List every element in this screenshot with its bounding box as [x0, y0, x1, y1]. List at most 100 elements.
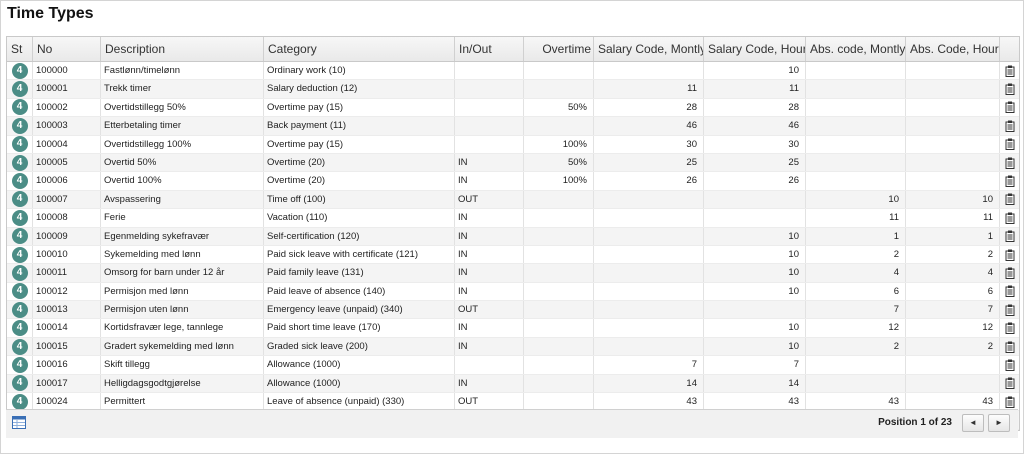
table-row[interactable]: 4 100006 Overtid 100% Overtime (20) IN 100% 26…	[7, 172, 1019, 191]
row-action-cell	[1000, 338, 1019, 355]
table-row[interactable]: 4 100001 Trekk timer Salary deduction (12) 1…	[7, 80, 1019, 99]
table-row[interactable]: 4 100002 Overtidstillegg 50% Overtime pay (…	[7, 98, 1019, 118]
cell-description: Overtidstillegg 100%	[101, 135, 264, 153]
cell-abs-monthly	[806, 62, 906, 80]
clipboard-icon[interactable]	[1005, 396, 1015, 408]
cell-salary-monthly: 25	[594, 153, 704, 172]
col-header-abs-monthly[interactable]: Abs. code, Montly	[806, 37, 906, 61]
table-row[interactable]: 4 100000 Fastlønn/timelønn Ordinary work (1…	[7, 62, 1019, 81]
status-cell: 4	[7, 227, 33, 245]
col-header-abs-hourly[interactable]: Abs. Code, Hourly	[906, 37, 1000, 61]
status-cell: 4	[7, 153, 33, 172]
prev-page-button[interactable]: ◄	[962, 414, 984, 432]
cell-salary-monthly	[594, 190, 704, 209]
cell-salary-hourly: 10	[704, 337, 806, 356]
table-row[interactable]: 4 100008 Ferie Vacation (110) IN 11 11	[7, 209, 1019, 228]
col-header-inout[interactable]: In/Out	[455, 37, 524, 61]
clipboard-icon[interactable]	[1005, 193, 1015, 206]
cell-salary-monthly	[594, 319, 704, 337]
clipboard-icon[interactable]	[1005, 285, 1015, 298]
row-action-cell	[1000, 356, 1019, 373]
clipboard-icon[interactable]	[1005, 249, 1015, 261]
cell-no: 100012	[33, 282, 101, 301]
cell-inout: IN	[455, 245, 524, 264]
cell-salary-hourly: 10	[704, 62, 806, 80]
cell-overtime	[524, 62, 594, 80]
table-row[interactable]: 4 100004 Overtidstillegg 100% Overtime pay …	[7, 135, 1019, 154]
cell-description: Kortidsfravær lege, tannlege	[101, 319, 264, 337]
col-header-actions	[1000, 37, 1019, 61]
clipboard-icon[interactable]	[1005, 304, 1015, 316]
clipboard-icon[interactable]	[1005, 65, 1015, 77]
table-row[interactable]: 4 100003 Etterbetaling timer Back payment (…	[7, 117, 1019, 136]
table-row[interactable]: 4 100011 Omsorg for barn under 12 år Paid f…	[7, 264, 1019, 283]
table-row[interactable]: 4 100013 Permisjon uten lønn Emergency leav…	[7, 301, 1019, 320]
clipboard-icon[interactable]	[1005, 359, 1015, 371]
cell-description: Sykemelding med lønn	[101, 245, 264, 264]
table-row[interactable]: 4 100015 Gradert sykemelding med lønn Grade…	[7, 337, 1019, 357]
status-badge: 4	[11, 283, 28, 300]
cell-category: Paid sick leave with certificate (121)	[264, 245, 455, 264]
status-badge: 4	[11, 338, 28, 355]
clipboard-icon[interactable]	[1005, 175, 1015, 188]
cell-category: Ordinary work (10)	[264, 62, 455, 80]
cell-salary-monthly: 28	[594, 98, 704, 117]
cell-category: Leave of absence (unpaid) (330)	[264, 393, 455, 411]
cell-abs-hourly	[906, 117, 1000, 135]
clipboard-icon[interactable]	[1005, 101, 1015, 114]
cell-abs-hourly: 43	[906, 393, 1000, 411]
status-badge: 4	[11, 81, 28, 98]
cell-no: 100003	[33, 117, 101, 135]
clipboard-icon[interactable]	[1005, 341, 1015, 353]
status-badge: 4	[11, 228, 28, 245]
clipboard-icon[interactable]	[1005, 230, 1015, 243]
cell-overtime	[524, 393, 594, 411]
cell-abs-hourly	[906, 374, 1000, 393]
clipboard-icon[interactable]	[1005, 157, 1015, 169]
table-row[interactable]: 4 100009 Egenmelding sykefravær Self-certif…	[7, 227, 1019, 246]
clipboard-icon[interactable]	[1005, 322, 1015, 335]
table-header: St No Description Category In/Out Overti…	[7, 37, 1019, 62]
clipboard-icon[interactable]	[1005, 212, 1015, 224]
cell-inout: IN	[455, 282, 524, 301]
table-row[interactable]: 4 100010 Sykemelding med lønn Paid sick lea…	[7, 245, 1019, 265]
cell-description: Omsorg for barn under 12 år	[101, 264, 264, 282]
clipboard-icon[interactable]	[1005, 83, 1015, 96]
col-header-salary-hourly[interactable]: Salary Code, Hourly	[704, 37, 806, 61]
cell-salary-hourly: 10	[704, 245, 806, 264]
cell-inout: OUT	[455, 190, 524, 209]
status-badge: 4	[11, 301, 28, 318]
export-grid-icon[interactable]	[12, 416, 26, 429]
cell-abs-monthly: 10	[806, 190, 906, 209]
row-action-cell	[1000, 301, 1019, 318]
table-row[interactable]: 4 100007 Avspassering Time off (100) OUT 10 10	[7, 190, 1019, 210]
cell-salary-hourly: 10	[704, 264, 806, 282]
clipboard-icon[interactable]	[1005, 120, 1015, 132]
status-cell: 4	[7, 337, 33, 356]
table-row[interactable]: 4 100016 Skift tillegg Allowance (1000) 7 7	[7, 356, 1019, 375]
cell-no: 100007	[33, 190, 101, 209]
cell-no: 100015	[33, 337, 101, 356]
cell-overtime: 100%	[524, 135, 594, 153]
clipboard-icon[interactable]	[1005, 267, 1015, 279]
cell-abs-hourly	[906, 153, 1000, 172]
clipboard-icon[interactable]	[1005, 138, 1015, 151]
cell-no: 100005	[33, 153, 101, 172]
col-header-overtime[interactable]: Overtime	[524, 37, 594, 61]
table-row[interactable]: 4 100017 Helligdagsgodtgjørelse Allowance (…	[7, 374, 1019, 394]
next-page-button[interactable]: ►	[988, 414, 1010, 432]
col-header-description[interactable]: Description	[101, 37, 264, 61]
table-row[interactable]: 4 100005 Overtid 50% Overtime (20) IN 50% 25 25	[7, 153, 1019, 173]
table-row[interactable]: 4 100014 Kortidsfravær lege, tannlege Paid …	[7, 319, 1019, 338]
cell-salary-hourly: 14	[704, 374, 806, 393]
col-header-no[interactable]: No	[33, 37, 101, 61]
cell-abs-monthly: 1	[806, 227, 906, 245]
clipboard-icon[interactable]	[1005, 377, 1015, 390]
col-header-category[interactable]: Category	[264, 37, 455, 61]
cell-no: 100009	[33, 227, 101, 245]
col-header-salary-monthly[interactable]: Salary Code, Montly	[594, 37, 704, 61]
col-header-st[interactable]: St	[7, 37, 33, 61]
table-row[interactable]: 4 100012 Permisjon med lønn Paid leave of a…	[7, 282, 1019, 302]
cell-abs-hourly	[906, 98, 1000, 117]
cell-abs-monthly: 43	[806, 393, 906, 411]
